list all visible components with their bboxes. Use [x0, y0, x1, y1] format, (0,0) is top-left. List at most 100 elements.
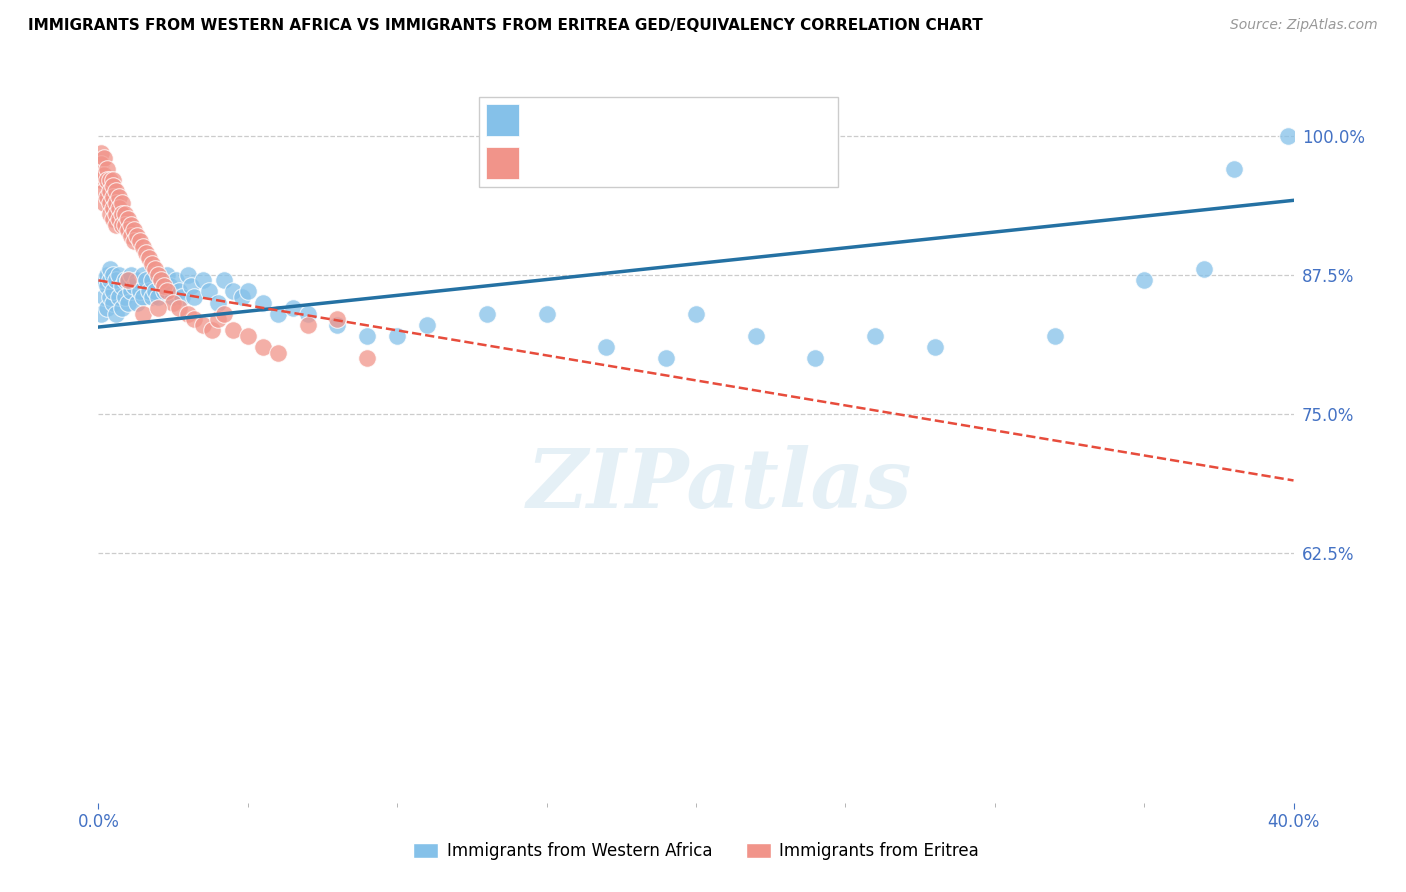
Point [236, 285, 259, 299]
Point [124, 235, 146, 249]
Point [138, 251, 160, 265]
Point [93, 168, 115, 182]
Point [90, 156, 112, 170]
Point [156, 268, 179, 282]
Point [103, 178, 125, 193]
Point [475, 307, 498, 321]
Point [595, 340, 617, 354]
Point [105, 273, 128, 287]
Point [93, 290, 115, 304]
Point [105, 207, 128, 221]
Point [114, 273, 136, 287]
Point [191, 273, 214, 287]
Point [222, 285, 245, 299]
Point [804, 351, 827, 366]
Point [198, 285, 221, 299]
Point [98, 290, 122, 304]
Point [132, 240, 155, 254]
Point [105, 185, 128, 199]
Point [111, 207, 134, 221]
Point [924, 340, 946, 354]
Point [143, 262, 166, 277]
Point [111, 279, 134, 293]
Point [212, 307, 235, 321]
Point [148, 290, 170, 304]
Point [96, 190, 118, 204]
Point [356, 329, 378, 343]
Point [416, 318, 439, 332]
Point [252, 295, 274, 310]
Point [124, 223, 146, 237]
Point [297, 318, 319, 332]
Point [135, 245, 157, 260]
Point [207, 312, 229, 326]
Point [129, 285, 152, 299]
Point [103, 212, 125, 227]
Point [96, 301, 118, 315]
Point [141, 273, 163, 287]
Point [167, 285, 190, 299]
Point [1277, 128, 1299, 143]
Point [105, 195, 128, 210]
Point [252, 340, 274, 354]
Point [150, 273, 173, 287]
Point [141, 257, 163, 271]
Point [114, 207, 136, 221]
Point [745, 329, 768, 343]
Point [96, 162, 118, 177]
Point [207, 295, 229, 310]
Point [385, 329, 409, 343]
Point [120, 218, 142, 232]
Point [326, 312, 349, 326]
Point [132, 268, 155, 282]
Legend: Immigrants from Western Africa, Immigrants from Eritrea: Immigrants from Western Africa, Immigran… [406, 836, 986, 867]
Point [281, 301, 304, 315]
Point [127, 273, 149, 287]
Point [685, 307, 707, 321]
Text: ZIPatlas: ZIPatlas [527, 445, 912, 524]
Point [231, 290, 253, 304]
Point [183, 290, 205, 304]
Point [267, 307, 290, 321]
Point [1223, 162, 1246, 177]
Point [153, 279, 176, 293]
Point [98, 273, 122, 287]
Point [98, 173, 122, 187]
Point [1133, 273, 1156, 287]
Point [201, 323, 224, 337]
Point [98, 195, 122, 210]
Point [96, 173, 118, 187]
Point [124, 279, 146, 293]
Point [120, 285, 142, 299]
Point [93, 185, 115, 199]
Point [90, 145, 112, 160]
Text: Source: ZipAtlas.com: Source: ZipAtlas.com [1230, 18, 1378, 32]
Point [138, 285, 160, 299]
Point [103, 285, 125, 299]
Point [117, 295, 139, 310]
Point [103, 173, 125, 187]
Point [111, 195, 134, 210]
Point [103, 201, 125, 215]
Point [103, 268, 125, 282]
Point [103, 295, 125, 310]
Point [108, 290, 131, 304]
Point [267, 345, 290, 359]
Point [103, 190, 125, 204]
Point [132, 290, 155, 304]
Point [167, 301, 190, 315]
Point [177, 268, 200, 282]
Point [98, 207, 122, 221]
Point [117, 273, 139, 287]
Point [132, 307, 155, 321]
Point [183, 312, 205, 326]
Point [148, 301, 170, 315]
Point [96, 279, 118, 293]
Point [114, 290, 136, 304]
Point [143, 285, 166, 299]
Point [93, 195, 115, 210]
Point [127, 228, 149, 243]
Point [108, 201, 131, 215]
Point [172, 290, 194, 304]
Point [162, 290, 184, 304]
